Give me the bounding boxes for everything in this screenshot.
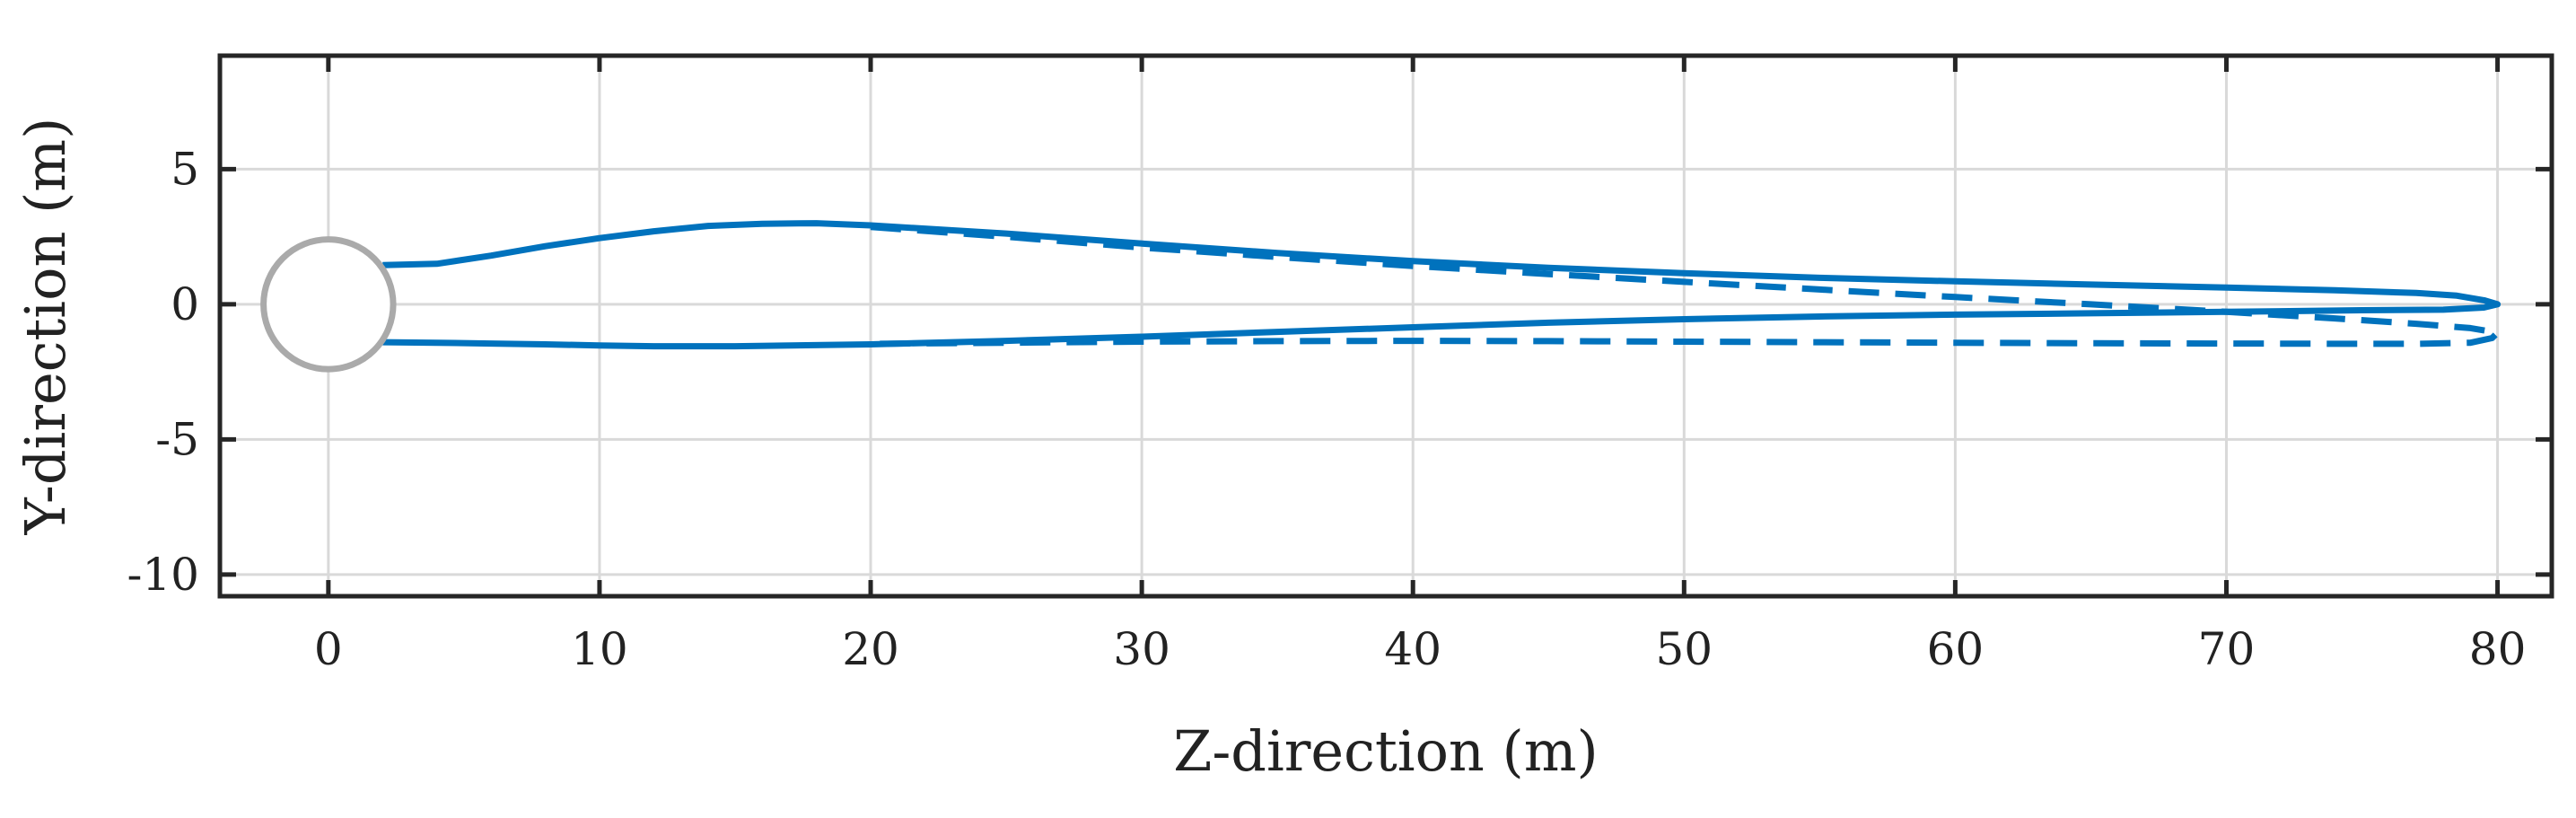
x-tick-label: 0 bbox=[314, 623, 343, 675]
x-tick-label: 50 bbox=[1655, 623, 1713, 675]
y-tick-label: -5 bbox=[155, 413, 199, 465]
plot-frame bbox=[217, 53, 2554, 599]
data-series bbox=[382, 220, 2502, 350]
series-line-dashed bbox=[870, 224, 2502, 347]
x-tick-label: 60 bbox=[1927, 623, 1985, 675]
x-tick-label: 30 bbox=[1113, 623, 1170, 675]
tick-marks bbox=[220, 56, 2552, 596]
x-axis-label: Z-direction (m) bbox=[1173, 718, 1598, 784]
series-line-solid bbox=[382, 220, 2502, 350]
hub-circle bbox=[260, 236, 397, 373]
y-tick-label: -10 bbox=[127, 549, 199, 601]
x-tick-label: 10 bbox=[571, 623, 628, 675]
y-tick-label: 5 bbox=[171, 143, 199, 195]
x-tick-label: 80 bbox=[2469, 623, 2527, 675]
y-axis-label: Y-direction (m) bbox=[13, 118, 78, 536]
y-tick-label: 0 bbox=[171, 278, 199, 330]
grid-lines bbox=[220, 56, 2552, 596]
x-tick-label: 40 bbox=[1384, 623, 1441, 675]
x-tick-label: 70 bbox=[2198, 623, 2256, 675]
hub-circle-group bbox=[260, 236, 397, 373]
x-tick-label: 20 bbox=[842, 623, 899, 675]
